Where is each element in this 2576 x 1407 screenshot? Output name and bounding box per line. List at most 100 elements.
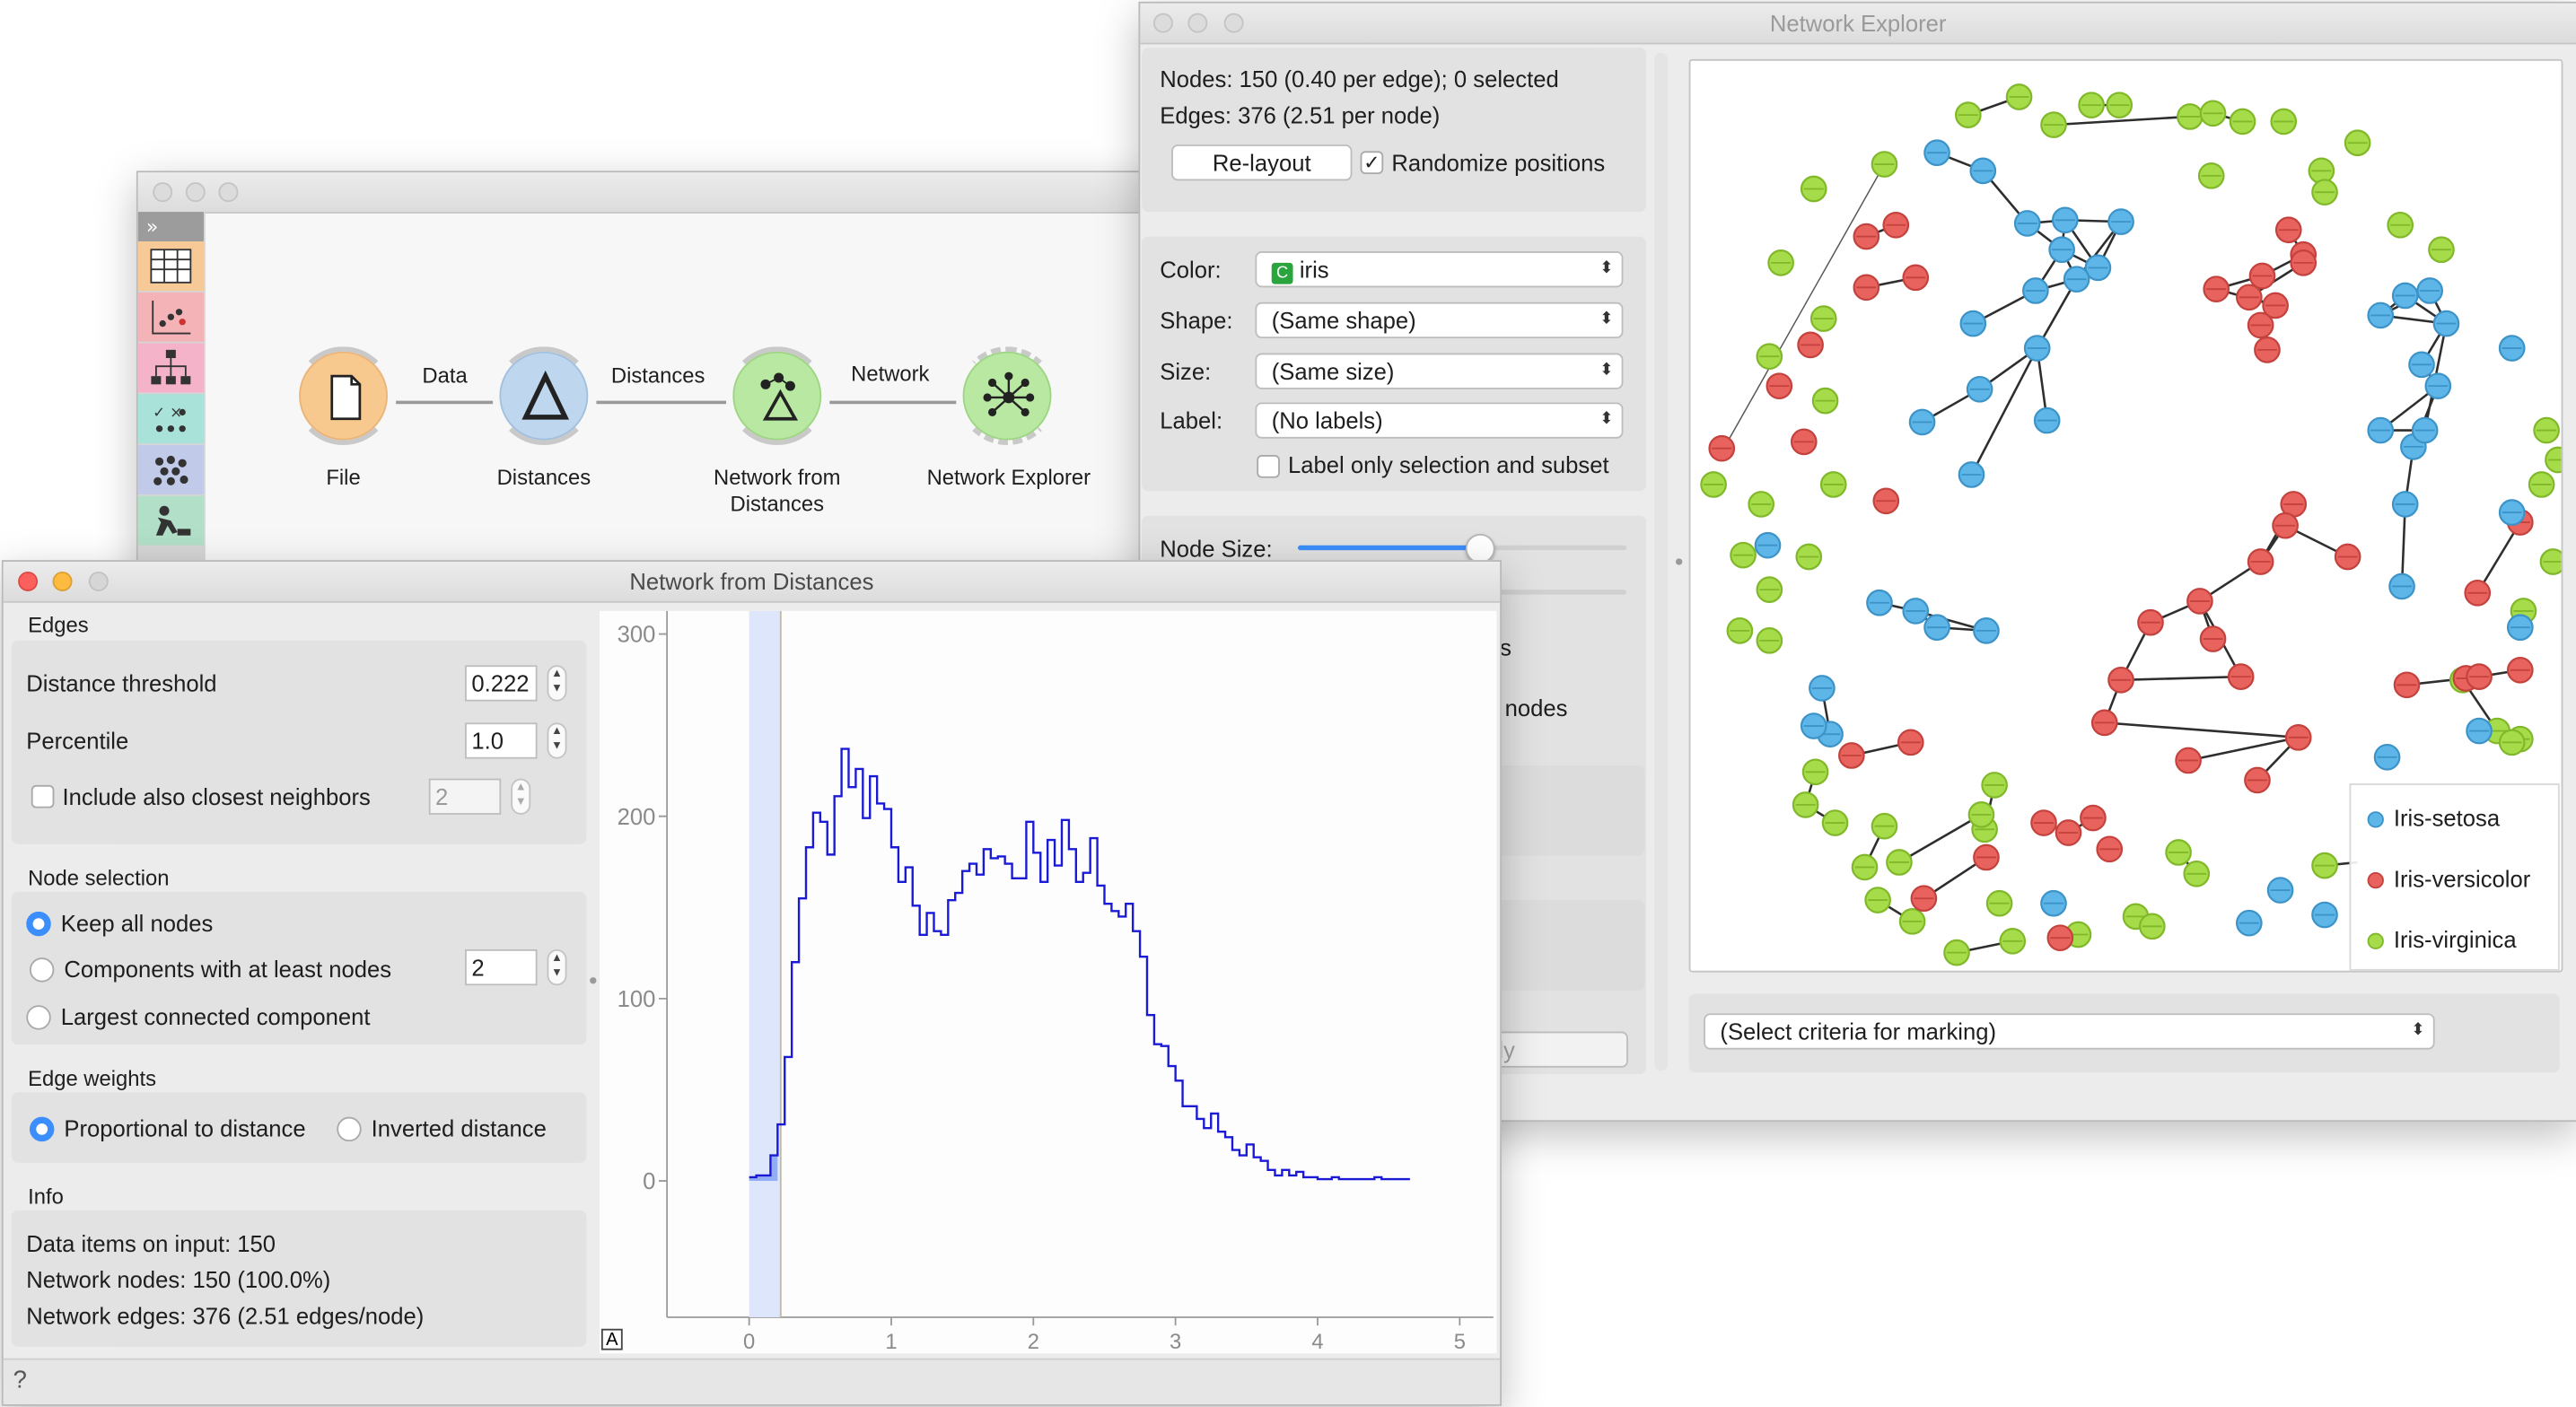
network-node[interactable] bbox=[2051, 206, 2079, 234]
network-node[interactable] bbox=[2428, 236, 2455, 264]
network-node[interactable] bbox=[2244, 766, 2271, 794]
network-node[interactable] bbox=[1766, 372, 1793, 399]
network-node[interactable] bbox=[1973, 843, 2000, 871]
network-node[interactable] bbox=[2308, 157, 2335, 185]
network-node[interactable] bbox=[2311, 852, 2338, 879]
widget-network-from-distances[interactable] bbox=[727, 346, 827, 446]
distance-threshold-input[interactable]: 0.222 bbox=[465, 665, 538, 702]
histogram-plot[interactable]: 0 1 2 3 4 5 0 100 200 300 bbox=[600, 610, 1497, 1354]
network-node[interactable] bbox=[2290, 249, 2318, 276]
network-node[interactable] bbox=[2545, 446, 2562, 474]
network-node[interactable] bbox=[2266, 877, 2294, 904]
network-node[interactable] bbox=[2107, 208, 2134, 235]
network-graph[interactable] bbox=[1690, 61, 2562, 971]
zoom-icon[interactable] bbox=[88, 571, 109, 591]
network-node[interactable] bbox=[2078, 92, 2105, 118]
network-node[interactable] bbox=[1853, 274, 1880, 302]
network-node[interactable] bbox=[2533, 416, 2560, 444]
network-node[interactable] bbox=[1959, 310, 1987, 337]
shape-combo[interactable]: (Same shape) ⬍ bbox=[1255, 302, 1624, 339]
network-node[interactable] bbox=[2096, 835, 2124, 863]
network-node[interactable] bbox=[2393, 671, 2421, 699]
network-node[interactable] bbox=[2432, 310, 2460, 337]
marking-combo[interactable]: (Select criteria for marking) ⬍ bbox=[1704, 1013, 2435, 1050]
network-node[interactable] bbox=[1797, 331, 1824, 359]
percentile-stepper[interactable]: ▲ ▼ bbox=[547, 722, 567, 759]
network-node[interactable] bbox=[2137, 608, 2164, 636]
network-node[interactable] bbox=[2227, 663, 2255, 690]
network-node[interactable] bbox=[1897, 729, 1924, 756]
network-node[interactable] bbox=[2106, 92, 2134, 118]
network-node[interactable] bbox=[1966, 375, 1993, 403]
cluster-icon[interactable] bbox=[137, 445, 204, 494]
label-only-checkbox[interactable] bbox=[1257, 455, 1280, 478]
network-node[interactable] bbox=[1871, 151, 1898, 178]
network-node[interactable] bbox=[1756, 343, 1783, 371]
close-icon[interactable] bbox=[18, 571, 39, 591]
network-node[interactable] bbox=[1756, 576, 1783, 603]
network-node[interactable] bbox=[2048, 236, 2075, 264]
network-node[interactable] bbox=[2507, 656, 2534, 684]
include-closest-input[interactable]: 2 bbox=[428, 778, 502, 815]
network-node[interactable] bbox=[2005, 83, 2033, 110]
network-node[interactable] bbox=[1708, 434, 1736, 462]
network-node[interactable] bbox=[1943, 939, 1970, 966]
network-node[interactable] bbox=[1800, 712, 1827, 739]
network-node[interactable] bbox=[1908, 408, 1936, 436]
network-node[interactable] bbox=[2247, 548, 2274, 575]
network-node[interactable] bbox=[2186, 588, 2213, 615]
network-node[interactable] bbox=[2175, 747, 2202, 774]
apply-button[interactable]: ly bbox=[1493, 1031, 1628, 1068]
network-node[interactable] bbox=[2080, 804, 2107, 832]
tree-icon[interactable] bbox=[137, 343, 204, 393]
network-node[interactable] bbox=[2030, 809, 2057, 836]
network-node[interactable] bbox=[2235, 909, 2263, 937]
largest-component-radio[interactable] bbox=[26, 1005, 51, 1030]
network-node[interactable] bbox=[2466, 663, 2493, 690]
components-input[interactable]: 2 bbox=[465, 948, 538, 986]
network-node[interactable] bbox=[1730, 541, 1757, 569]
include-closest-stepper[interactable]: ▲ ▼ bbox=[511, 778, 531, 815]
network-node[interactable] bbox=[2411, 416, 2439, 444]
network-node[interactable] bbox=[2063, 266, 2090, 293]
network-node[interactable] bbox=[2367, 416, 2395, 444]
inverted-radio[interactable] bbox=[337, 1116, 362, 1142]
network-node[interactable] bbox=[1871, 812, 1898, 840]
network-node[interactable] bbox=[2391, 282, 2419, 310]
components-stepper[interactable]: ▲ ▼ bbox=[547, 948, 567, 986]
network-node[interactable] bbox=[2013, 210, 2041, 237]
network-node[interactable] bbox=[2040, 111, 2067, 138]
autoscale-button[interactable]: A bbox=[600, 1328, 623, 1350]
network-node[interactable] bbox=[1898, 908, 1926, 935]
network-node[interactable] bbox=[1809, 305, 1837, 332]
network-node[interactable] bbox=[2248, 262, 2276, 290]
explorer-splitter[interactable] bbox=[1654, 52, 1668, 1071]
network-node[interactable] bbox=[2033, 406, 2061, 434]
network-node[interactable] bbox=[2055, 819, 2082, 846]
network-node[interactable] bbox=[1902, 598, 1930, 625]
network-node[interactable] bbox=[2284, 724, 2312, 751]
network-node[interactable] bbox=[1809, 675, 1836, 702]
matrix-icon[interactable]: ✓ × bbox=[137, 394, 204, 444]
network-node[interactable] bbox=[2498, 335, 2526, 362]
network-node[interactable] bbox=[2466, 717, 2493, 745]
close-icon[interactable] bbox=[153, 182, 173, 203]
help-icon[interactable]: ? bbox=[13, 1366, 27, 1395]
network-node[interactable] bbox=[1853, 223, 1880, 250]
proportional-radio[interactable] bbox=[29, 1116, 55, 1142]
minimize-icon[interactable] bbox=[185, 182, 206, 203]
network-node[interactable] bbox=[2334, 543, 2361, 571]
widget-distances[interactable] bbox=[494, 346, 593, 446]
network-node[interactable] bbox=[1958, 461, 1985, 488]
network-node[interactable] bbox=[2416, 277, 2443, 304]
network-node[interactable] bbox=[1795, 543, 1823, 571]
network-node[interactable] bbox=[2022, 277, 2049, 304]
network-node[interactable] bbox=[2199, 625, 2227, 652]
table-icon[interactable] bbox=[137, 241, 204, 291]
widget-file[interactable] bbox=[294, 346, 393, 446]
relayout-button[interactable]: Re-layout bbox=[1171, 144, 1353, 181]
network-node[interactable] bbox=[2408, 351, 2435, 379]
network-node[interactable] bbox=[1882, 211, 1910, 239]
network-node[interactable] bbox=[2247, 311, 2274, 339]
network-node[interactable] bbox=[2424, 372, 2452, 399]
